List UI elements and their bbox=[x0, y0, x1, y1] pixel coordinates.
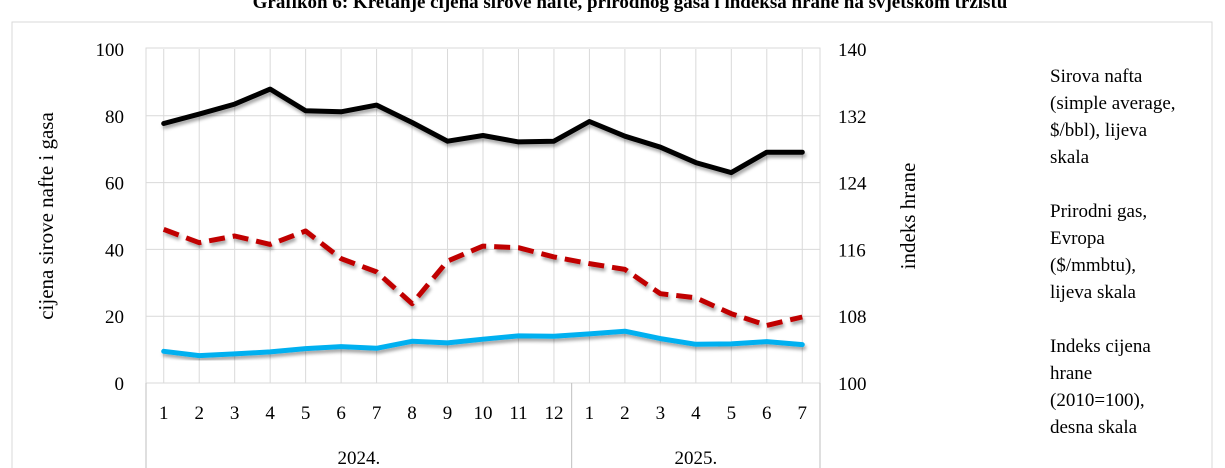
legend-label-line: (simple average, bbox=[1050, 93, 1176, 114]
right-axis-ticks: 100 108 116 124 132 140 bbox=[838, 40, 867, 395]
series-lines bbox=[161, 86, 805, 359]
legend-label-line: skala bbox=[1050, 147, 1090, 168]
legend-label-line: desna skala bbox=[1050, 417, 1138, 438]
plot-area-border bbox=[145, 47, 821, 384]
x-tick-label: 7 bbox=[372, 403, 382, 424]
right-axis-title: indeks hrane bbox=[896, 163, 920, 270]
series-line-2 bbox=[161, 328, 805, 359]
left-tick-label: 100 bbox=[96, 40, 125, 61]
x-tick-label: 12 bbox=[544, 403, 563, 424]
x-tick-label: 6 bbox=[336, 403, 346, 424]
right-tick-label: 108 bbox=[838, 307, 867, 328]
x-tick-label: 1 bbox=[585, 403, 595, 424]
series-line-1 bbox=[161, 86, 805, 176]
series-line-3 bbox=[162, 227, 803, 328]
x-tick-label: 5 bbox=[727, 403, 737, 424]
left-axis-ticks: 0 20 40 60 80 100 bbox=[96, 40, 125, 395]
x-tick-label: 4 bbox=[265, 403, 275, 424]
x-tick-label: 2 bbox=[620, 403, 630, 424]
legend-label-line: ($/mmbtu), bbox=[1050, 255, 1136, 276]
left-tick-label: 40 bbox=[105, 240, 124, 261]
left-tick-label: 80 bbox=[105, 107, 124, 128]
x-year-label: 2024. bbox=[337, 448, 380, 468]
legend-label-line: $/bbl), lijeva bbox=[1050, 120, 1148, 141]
left-axis-title: cijena sirove nafte i gasa bbox=[34, 112, 58, 320]
x-tick-label: 11 bbox=[509, 403, 527, 424]
legend-label-line: Prirodni gas, bbox=[1050, 201, 1147, 222]
left-tick-label: 0 bbox=[115, 374, 125, 395]
legend-label-line: hrane bbox=[1050, 363, 1092, 384]
x-tick-label: 3 bbox=[230, 403, 240, 424]
legend-label-line: (2010=100), bbox=[1050, 390, 1145, 411]
x-year-label: 2025. bbox=[674, 448, 717, 468]
x-tick-label: 4 bbox=[691, 403, 701, 424]
x-tick-label: 1 bbox=[159, 403, 169, 424]
right-tick-label: 140 bbox=[838, 40, 867, 61]
right-tick-label: 132 bbox=[838, 107, 867, 128]
right-tick-label: 100 bbox=[838, 374, 867, 395]
left-tick-label: 60 bbox=[105, 174, 124, 195]
x-tick-label: 8 bbox=[407, 403, 417, 424]
x-tick-label: 7 bbox=[798, 403, 808, 424]
chart-title: Grafikon 6: Kretanje cijena sirove nafte… bbox=[253, 0, 1008, 13]
legend-label-line: lijeva skala bbox=[1050, 282, 1137, 303]
x-tick-label: 10 bbox=[474, 403, 493, 424]
right-tick-label: 124 bbox=[838, 174, 867, 195]
legend-label-line: Evropa bbox=[1050, 228, 1105, 249]
x-tick-label: 3 bbox=[656, 403, 666, 424]
legend-label-line: Indeks cijena bbox=[1050, 336, 1151, 357]
x-tick-label: 5 bbox=[301, 403, 311, 424]
x-tick-label: 6 bbox=[762, 403, 772, 424]
right-tick-label: 116 bbox=[838, 240, 866, 261]
legend-label-line: Sirova nafta bbox=[1050, 66, 1143, 87]
x-tick-label: 9 bbox=[443, 403, 453, 424]
left-tick-label: 20 bbox=[105, 307, 124, 328]
x-tick-label: 2 bbox=[194, 403, 204, 424]
legend: Sirova nafta (simple average, $/bbl), lije… bbox=[978, 66, 1176, 438]
chart-border bbox=[11, 21, 1213, 468]
